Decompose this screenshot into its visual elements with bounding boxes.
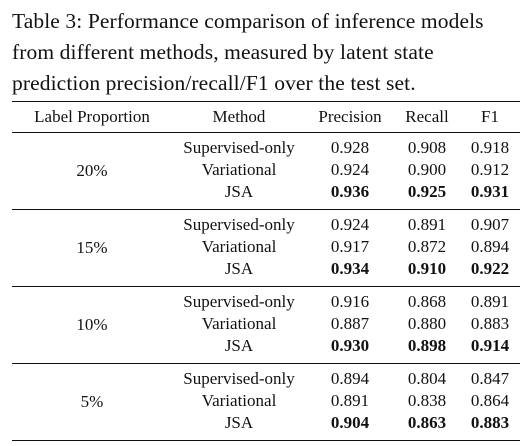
table-row: Variational 0.917 0.872 0.894 <box>12 236 520 258</box>
recall-cell: 0.908 <box>407 138 447 157</box>
method-cell: Variational <box>201 160 277 179</box>
method-cell: JSA <box>172 258 306 287</box>
table-row: JSA 0.930 0.898 0.914 <box>12 335 520 364</box>
f1-cell: 0.922 <box>460 258 520 287</box>
table-row: Variational 0.887 0.880 0.883 <box>12 313 520 335</box>
precision-cell: 0.891 <box>330 391 370 410</box>
precision-cell: 0.930 <box>306 335 394 364</box>
table-row: 15% Supervised-only 0.924 0.891 0.907 <box>12 209 520 287</box>
table-row: Variational 0.891 0.838 0.864 <box>12 390 520 412</box>
table-caption: Table 3: Performance comparison of infer… <box>12 9 484 95</box>
label-proportion-cell: 10% <box>12 286 172 364</box>
precision-cell: 0.917 <box>330 237 370 256</box>
table-row: JSA 0.904 0.863 0.883 <box>12 412 520 441</box>
precision-cell: 0.894 <box>330 369 370 388</box>
f1-cell: 0.918 <box>470 138 510 157</box>
precision-cell: 0.887 <box>330 314 370 333</box>
table-group: 20% Supervised-only 0.928 0.908 0.918 Variati… <box>12 132 520 210</box>
precision-cell: 0.904 <box>306 412 394 441</box>
f1-cell: 0.847 <box>470 369 510 388</box>
method-cell: JSA <box>172 181 306 210</box>
method-cell: Supervised-only <box>183 292 295 311</box>
f1-cell: 0.864 <box>470 391 510 410</box>
method-cell: JSA <box>172 412 306 441</box>
column-header-recall: Recall <box>394 101 460 133</box>
method-cell: JSA <box>172 335 306 364</box>
column-header-method: Method <box>172 101 306 133</box>
precision-cell: 0.934 <box>306 258 394 287</box>
recall-cell: 0.891 <box>407 215 447 234</box>
recall-cell: 0.880 <box>407 314 447 333</box>
recall-cell: 0.804 <box>407 369 447 388</box>
table-row: 10% Supervised-only 0.916 0.868 0.891 <box>12 286 520 364</box>
method-cell: Variational <box>201 237 277 256</box>
results-table: Label Proportion Method Precision Recall… <box>12 101 520 441</box>
method-cell: Supervised-only <box>183 215 295 234</box>
recall-cell: 0.925 <box>394 181 460 210</box>
f1-cell: 0.883 <box>470 314 510 333</box>
recall-cell: 0.868 <box>407 292 447 311</box>
precision-cell: 0.924 <box>330 215 370 234</box>
table-row: Variational 0.924 0.900 0.912 <box>12 159 520 181</box>
recall-cell: 0.863 <box>394 412 460 441</box>
method-cell: Variational <box>201 314 277 333</box>
f1-cell: 0.931 <box>460 181 520 210</box>
column-header-precision: Precision <box>306 101 394 133</box>
recall-cell: 0.910 <box>394 258 460 287</box>
method-cell: Supervised-only <box>183 369 295 388</box>
table-row: JSA 0.934 0.910 0.922 <box>12 258 520 287</box>
f1-cell: 0.907 <box>470 215 510 234</box>
precision-cell: 0.924 <box>330 160 370 179</box>
precision-cell: 0.916 <box>330 292 370 311</box>
table-row: JSA 0.936 0.925 0.931 <box>12 181 520 210</box>
f1-cell: 0.894 <box>470 237 510 256</box>
table-row: 20% Supervised-only 0.928 0.908 0.918 <box>12 132 520 210</box>
header-row: Label Proportion Method Precision Recall… <box>12 101 520 133</box>
precision-cell: 0.936 <box>306 181 394 210</box>
method-cell: Variational <box>201 391 277 410</box>
table-row: 5% Supervised-only 0.894 0.804 0.847 <box>12 363 520 441</box>
method-cell: Supervised-only <box>183 138 295 157</box>
f1-cell: 0.912 <box>470 160 510 179</box>
label-proportion-cell: 15% <box>12 209 172 287</box>
f1-cell: 0.883 <box>460 412 520 441</box>
table-group: 15% Supervised-only 0.924 0.891 0.907 Variati… <box>12 209 520 287</box>
table-group: 10% Supervised-only 0.916 0.868 0.891 Variati… <box>12 286 520 364</box>
label-proportion-cell: 5% <box>12 363 172 441</box>
recall-cell: 0.898 <box>394 335 460 364</box>
table-group: 5% Supervised-only 0.894 0.804 0.847 Variatio… <box>12 363 520 441</box>
column-header-label-proportion: Label Proportion <box>12 101 172 133</box>
recall-cell: 0.872 <box>407 237 447 256</box>
recall-cell: 0.900 <box>407 160 447 179</box>
precision-cell: 0.928 <box>330 138 370 157</box>
f1-cell: 0.891 <box>470 292 510 311</box>
recall-cell: 0.838 <box>407 391 447 410</box>
f1-cell: 0.914 <box>460 335 520 364</box>
column-header-f1: F1 <box>460 101 520 133</box>
label-proportion-cell: 20% <box>12 132 172 210</box>
